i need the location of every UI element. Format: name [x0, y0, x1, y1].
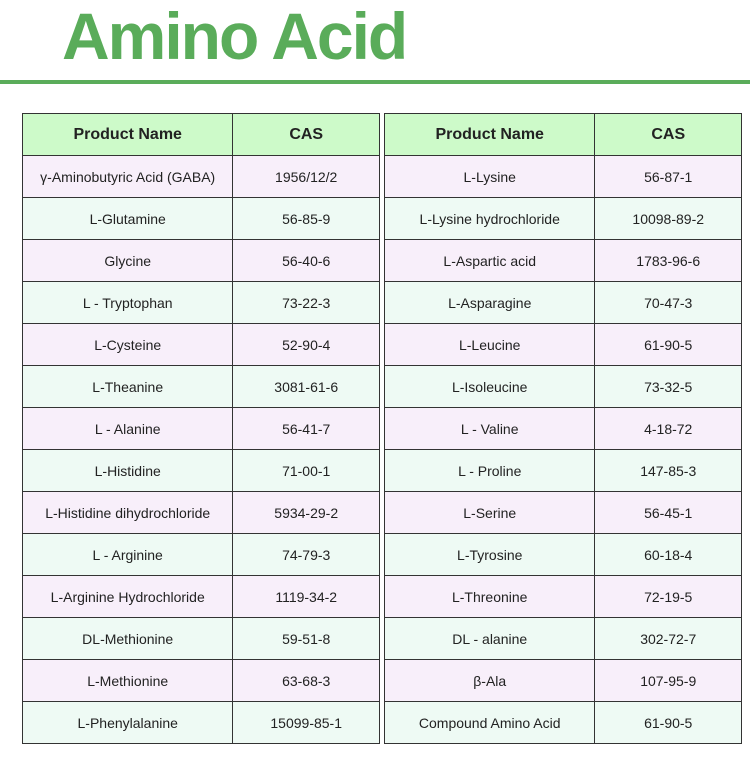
cas-cell: 15099-85-1 [232, 701, 380, 744]
cas-cell: 56-41-7 [232, 407, 380, 450]
table-row: L-Lysine hydrochloride 10098-89-2 [383, 197, 742, 240]
table-header: Product Name CAS [383, 113, 742, 156]
product-name-cell: Compound Amino Acid [383, 701, 596, 744]
cas-cell: 1956/12/2 [232, 155, 380, 198]
table-row: L-Cysteine 52-90-4 [21, 323, 380, 366]
table-row: Glycine 56-40-6 [21, 239, 380, 282]
cas-cell: 5934-29-2 [232, 491, 380, 534]
table-row: L - Alanine 56-41-7 [21, 407, 380, 450]
product-name-cell: L-Isoleucine [383, 365, 596, 408]
product-name-cell: β-Ala [383, 659, 596, 702]
cas-cell: 302-72-7 [594, 617, 742, 660]
cas-cell: 1783-96-6 [594, 239, 742, 282]
product-name-cell: L - Proline [383, 449, 596, 492]
product-name-cell: L-Methionine [21, 659, 234, 702]
cas-cell: 73-22-3 [232, 281, 380, 324]
table-row: L-Threonine 72-19-5 [383, 575, 742, 618]
table-row: L-Phenylalanine 15099-85-1 [21, 701, 380, 744]
product-name-cell: L-Theanine [21, 365, 234, 408]
cas-cell: 107-95-9 [594, 659, 742, 702]
cas-cell: 63-68-3 [232, 659, 380, 702]
table-row: L-Methionine 63-68-3 [21, 659, 380, 702]
table-row: L - Valine 4-18-72 [383, 407, 742, 450]
product-name-cell: L - Alanine [21, 407, 234, 450]
cas-cell: 56-45-1 [594, 491, 742, 534]
table-row: L-Leucine 61-90-5 [383, 323, 742, 366]
table-row: L-Isoleucine 73-32-5 [383, 365, 742, 408]
cas-cell: 52-90-4 [232, 323, 380, 366]
table-row: Compound Amino Acid 61-90-5 [383, 701, 742, 744]
product-name-cell: L - Tryptophan [21, 281, 234, 324]
cas-cell: 70-47-3 [594, 281, 742, 324]
table-row: L-Histidine dihydrochloride 5934-29-2 [21, 491, 380, 534]
table-row: L-Tyrosine 60-18-4 [383, 533, 742, 576]
header-product-name: Product Name [21, 113, 234, 156]
cas-cell: 73-32-5 [594, 365, 742, 408]
cas-cell: 56-87-1 [594, 155, 742, 198]
cas-cell: 61-90-5 [594, 701, 742, 744]
cas-cell: 61-90-5 [594, 323, 742, 366]
header-cas: CAS [594, 113, 742, 156]
product-name-cell: L-Serine [383, 491, 596, 534]
table-row: β-Ala 107-95-9 [383, 659, 742, 702]
product-name-cell: L-Cysteine [21, 323, 234, 366]
table-row: DL - alanine 302-72-7 [383, 617, 742, 660]
product-name-cell: DL - alanine [383, 617, 596, 660]
table-header: Product Name CAS [21, 113, 380, 156]
cas-cell: 59-51-8 [232, 617, 380, 660]
cas-cell: 10098-89-2 [594, 197, 742, 240]
title-divider [0, 80, 750, 84]
cas-cell: 4-18-72 [594, 407, 742, 450]
cas-cell: 56-40-6 [232, 239, 380, 282]
product-name-cell: DL-Methionine [21, 617, 234, 660]
table-row: L-Histidine 71-00-1 [21, 449, 380, 492]
table-row: L-Theanine 3081-61-6 [21, 365, 380, 408]
header-cas: CAS [232, 113, 380, 156]
product-name-cell: L-Phenylalanine [21, 701, 234, 744]
table-row: L-Aspartic acid 1783-96-6 [383, 239, 742, 282]
product-name-cell: Glycine [21, 239, 234, 282]
page-title: Amino Acid [62, 0, 408, 73]
cas-cell: 71-00-1 [232, 449, 380, 492]
table-row: DL-Methionine 59-51-8 [21, 617, 380, 660]
table-row: L - Tryptophan 73-22-3 [21, 281, 380, 324]
table-row: L-Asparagine 70-47-3 [383, 281, 742, 324]
table-row: L-Arginine Hydrochloride 1119-34-2 [21, 575, 380, 618]
product-name-cell: L-Histidine [21, 449, 234, 492]
product-name-cell: L-Tyrosine [383, 533, 596, 576]
product-name-cell: L-Leucine [383, 323, 596, 366]
table-row: L-Lysine 56-87-1 [383, 155, 742, 198]
product-name-cell: L - Arginine [21, 533, 234, 576]
product-name-cell: L-Glutamine [21, 197, 234, 240]
table-row: L - Proline 147-85-3 [383, 449, 742, 492]
product-name-cell: L-Arginine Hydrochloride [21, 575, 234, 618]
cas-cell: 60-18-4 [594, 533, 742, 576]
cas-cell: 72-19-5 [594, 575, 742, 618]
cas-cell: 56-85-9 [232, 197, 380, 240]
cas-cell: 147-85-3 [594, 449, 742, 492]
table-row: L-Glutamine 56-85-9 [21, 197, 380, 240]
product-name-cell: L-Lysine hydrochloride [383, 197, 596, 240]
product-name-cell: L-Lysine [383, 155, 596, 198]
table-row: L-Serine 56-45-1 [383, 491, 742, 534]
cas-cell: 74-79-3 [232, 533, 380, 576]
product-name-cell: L-Histidine dihydrochloride [21, 491, 234, 534]
product-name-cell: L-Aspartic acid [383, 239, 596, 282]
cas-cell: 3081-61-6 [232, 365, 380, 408]
header-product-name: Product Name [383, 113, 596, 156]
product-name-cell: L-Asparagine [383, 281, 596, 324]
amino-acid-table-left: Product Name CAS γ-Aminobutyric Acid (GA… [21, 113, 380, 744]
amino-acid-table-right: Product Name CAS L-Lysine 56-87-1 L-Lysine… [383, 113, 742, 744]
product-name-cell: L-Threonine [383, 575, 596, 618]
table-row: L - Arginine 74-79-3 [21, 533, 380, 576]
table-row: γ-Aminobutyric Acid (GABA) 1956/12/2 [21, 155, 380, 198]
product-name-cell: L - Valine [383, 407, 596, 450]
product-name-cell: γ-Aminobutyric Acid (GABA) [21, 155, 234, 198]
cas-cell: 1119-34-2 [232, 575, 380, 618]
